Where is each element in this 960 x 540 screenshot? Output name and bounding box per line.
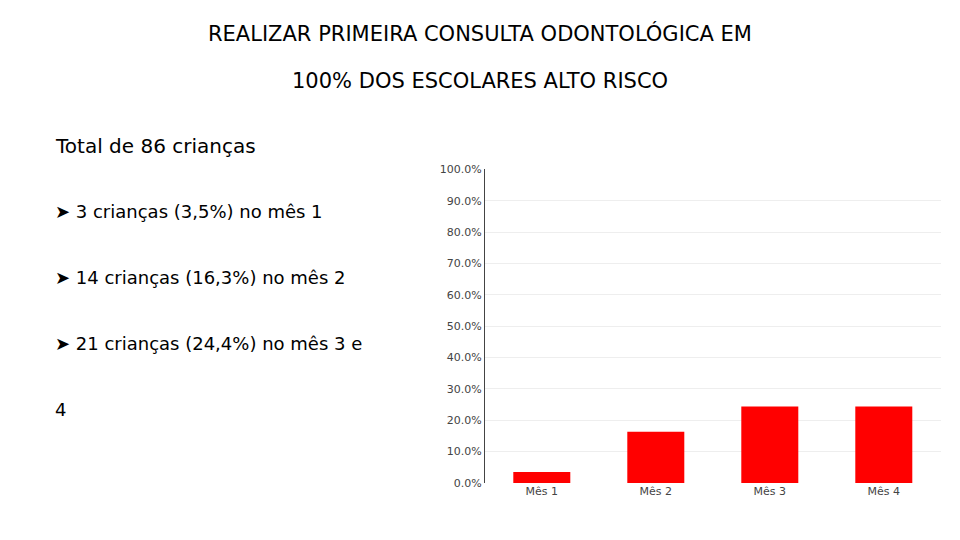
- svg-text:10.0%: 10.0%: [447, 445, 482, 458]
- svg-text:100% DOS ESCOLARES ALTO RISCO: 100% DOS ESCOLARES ALTO RISCO: [292, 69, 668, 93]
- svg-text:100.0%: 100.0%: [440, 163, 482, 176]
- svg-text:Mês 1: Mês 1: [526, 485, 558, 498]
- svg-text:REALIZAR PRIMEIRA CONSULTA ODO: REALIZAR PRIMEIRA CONSULTA ODONTOLÓGICA …: [208, 21, 752, 46]
- svg-text:20.0%: 20.0%: [447, 414, 482, 427]
- svg-text:80.0%: 80.0%: [447, 226, 482, 239]
- svg-text:70.0%: 70.0%: [447, 257, 482, 270]
- svg-text:Mês 3: Mês 3: [754, 485, 786, 498]
- svg-text:Total de 86 crianças: Total de 86 crianças: [55, 134, 256, 158]
- svg-text:Mês 2: Mês 2: [640, 485, 672, 498]
- svg-text:90.0%: 90.0%: [447, 195, 482, 208]
- svg-text:0.0%: 0.0%: [454, 477, 482, 490]
- svg-text:4: 4: [55, 399, 66, 420]
- svg-text:60.0%: 60.0%: [447, 289, 482, 302]
- svg-text:➤ 14 crianças (16,3%) no mês 2: ➤ 14 crianças (16,3%) no mês 2: [55, 267, 345, 288]
- svg-text:30.0%: 30.0%: [447, 383, 482, 396]
- svg-text:➤ 21 crianças (24,4%) no mês 3: ➤ 21 crianças (24,4%) no mês 3 e: [55, 333, 362, 354]
- svg-text:40.0%: 40.0%: [447, 351, 482, 364]
- svg-text:50.0%: 50.0%: [447, 320, 482, 333]
- svg-text:➤ 3 crianças (3,5%) no mês 1: ➤ 3 crianças (3,5%) no mês 1: [55, 201, 323, 222]
- svg-text:Mês 4: Mês 4: [868, 485, 900, 498]
